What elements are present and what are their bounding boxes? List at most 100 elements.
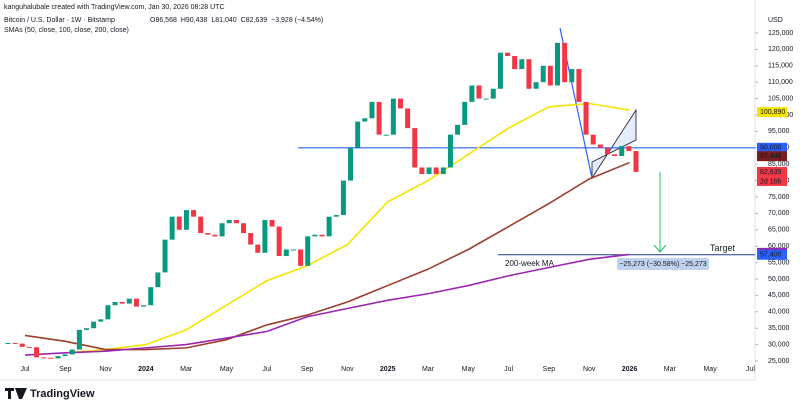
price-label: 100,890 xyxy=(760,109,785,116)
candle xyxy=(176,216,182,230)
candle xyxy=(133,298,139,307)
x-tick-label: Mar xyxy=(180,366,193,373)
candle xyxy=(162,239,168,273)
x-tick-label: Nov xyxy=(341,366,354,373)
y-tick-label: 120,000 xyxy=(768,46,793,53)
candle xyxy=(376,101,382,135)
sma-line xyxy=(65,102,630,354)
y-tick-label: 55,000 xyxy=(768,259,790,266)
candle xyxy=(219,223,225,237)
x-tick-label: Nov xyxy=(583,366,596,373)
candle xyxy=(41,357,47,359)
measure-label: −25,273 (−30.58%) −25,273 xyxy=(619,261,706,268)
candle xyxy=(505,52,511,56)
candle xyxy=(340,180,346,216)
candle xyxy=(533,82,539,89)
candle xyxy=(390,98,396,135)
y-tick-label: 60,000 xyxy=(768,243,790,250)
candle xyxy=(626,146,632,152)
candle xyxy=(526,59,532,89)
candle xyxy=(105,305,111,320)
x-tick-label: Mar xyxy=(664,366,677,373)
y-tick-label: 110,000 xyxy=(768,79,793,86)
ohlc-value: H90,438 xyxy=(181,17,208,24)
sma-line: SMAs (50, close, 100, close, 200, close) xyxy=(4,27,129,34)
candle xyxy=(276,226,282,257)
y-tick-label: 45,000 xyxy=(768,292,790,299)
candle xyxy=(412,128,418,168)
candle xyxy=(233,219,239,224)
y-tick-label: 30,000 xyxy=(768,341,790,348)
candle xyxy=(112,301,118,306)
candle xyxy=(183,210,189,230)
x-tick-label: Sep xyxy=(301,366,314,373)
candle xyxy=(362,118,368,122)
candle xyxy=(419,167,425,175)
arrow-head xyxy=(653,244,667,253)
x-tick-label: 2025 xyxy=(380,366,396,373)
candle xyxy=(569,69,575,83)
x-tick-label: Mar xyxy=(422,366,435,373)
y-tick-label: 25,000 xyxy=(768,358,790,365)
candle xyxy=(383,134,389,136)
candle xyxy=(19,343,25,347)
y-tick-label: 40,000 xyxy=(768,309,790,316)
candle xyxy=(312,234,318,237)
candle xyxy=(576,69,582,102)
currency: USD xyxy=(768,17,783,24)
logo: TradingView xyxy=(5,388,95,400)
brand: TradingView xyxy=(30,388,95,400)
price-label-bg xyxy=(757,107,787,118)
candle xyxy=(12,342,18,344)
price-label: 57,400 xyxy=(760,252,782,259)
price-label-bg xyxy=(757,166,787,177)
candle xyxy=(547,65,553,86)
x-tick-label: May xyxy=(220,366,234,373)
candle xyxy=(226,219,232,224)
y-tick-label: 35,000 xyxy=(768,325,790,332)
candle xyxy=(84,328,89,330)
price-label-bg xyxy=(757,249,787,260)
ohlc-value: −3,928 (−4.54%) xyxy=(271,17,323,24)
candle xyxy=(355,121,361,148)
y-tick-label: 125,000 xyxy=(768,30,793,37)
price-label: 87,448 xyxy=(760,153,782,160)
candle xyxy=(55,356,61,359)
countdown: 2d 16h xyxy=(760,178,782,185)
candle xyxy=(326,216,332,237)
candle xyxy=(633,151,639,172)
ohlc-value: L81,040 xyxy=(211,17,236,24)
x-tick-label: Jul xyxy=(746,366,755,373)
candle xyxy=(198,216,204,234)
candle xyxy=(34,347,40,358)
candle xyxy=(469,85,475,102)
candle xyxy=(26,346,32,348)
x-tick-label: Jul xyxy=(262,366,271,373)
candle xyxy=(5,342,11,344)
y-tick-label: 75,000 xyxy=(768,194,790,201)
candle xyxy=(398,98,403,109)
ohlc-value: O86,568 xyxy=(150,17,177,24)
candle xyxy=(119,301,125,304)
x-tick-label: Nov xyxy=(99,366,112,373)
candle xyxy=(405,108,411,129)
x-tick-label: Jul xyxy=(21,366,30,373)
candle xyxy=(604,147,610,155)
candle xyxy=(262,219,268,253)
candle xyxy=(126,298,132,304)
candle xyxy=(298,249,304,266)
arrow xyxy=(653,172,667,253)
candle xyxy=(205,233,211,235)
y-tick-label: 115,000 xyxy=(768,63,793,70)
candle xyxy=(333,215,339,217)
measure-box xyxy=(617,258,709,270)
candle xyxy=(583,101,589,135)
candle xyxy=(155,272,161,288)
symbol-line: Bitcoin / U.S. Dollar · 1W · Bitstamp xyxy=(4,17,115,24)
candle xyxy=(369,101,375,119)
candle xyxy=(69,349,75,355)
candle xyxy=(91,321,97,329)
candle xyxy=(540,65,546,83)
